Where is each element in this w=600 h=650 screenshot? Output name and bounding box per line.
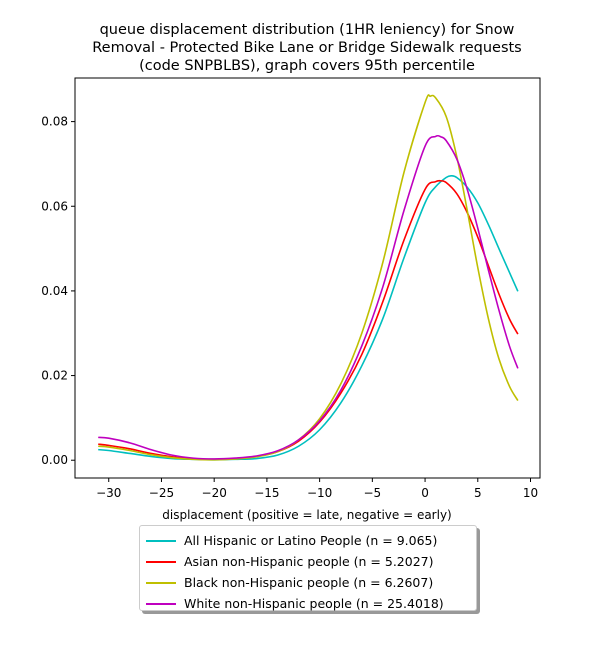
- legend-label: White non-Hispanic people (n = 25.4018): [184, 596, 444, 611]
- series-line-1: [98, 179, 519, 461]
- x-tick-label: 5: [474, 486, 482, 500]
- x-tick-label: −25: [149, 486, 174, 500]
- x-tick-label: −15: [254, 486, 279, 500]
- y-tick-label: 0.06: [41, 199, 68, 213]
- x-tick-label: −30: [96, 486, 121, 500]
- y-tick-label: 0.02: [41, 369, 68, 383]
- y-tick-label: 0.08: [41, 115, 68, 129]
- chart-title: queue displacement distribution (1HR len…: [92, 22, 522, 74]
- series-layer: [98, 94, 519, 461]
- legend-swatch: [146, 602, 176, 605]
- y-tick-label: 0.04: [41, 284, 68, 298]
- x-tick-label: −5: [363, 486, 381, 500]
- x-axis: −30 −25 −20 −15 −10 −5 0 5 10: [96, 478, 538, 500]
- legend-item-white: White non-Hispanic people (n = 25.4018): [146, 593, 476, 614]
- legend: All Hispanic or Latino People (n = 9.065…: [139, 525, 477, 611]
- legend-swatch: [146, 539, 176, 542]
- series-line-2: [98, 94, 519, 461]
- legend-label: Black non-Hispanic people (n = 6.2607): [184, 575, 434, 590]
- legend-item-asian: Asian non-Hispanic people (n = 5.2027): [146, 551, 476, 572]
- series-line-0: [98, 174, 519, 461]
- x-tick-label: −20: [202, 486, 227, 500]
- y-tick-label: 0.00: [41, 453, 68, 467]
- x-tick-label: −10: [307, 486, 332, 500]
- series-line-3: [98, 134, 519, 460]
- title-line-3: (code SNPBLBS), graph covers 95th percen…: [139, 58, 475, 74]
- title-line-2: Removal - Protected Bike Lane or Bridge …: [92, 40, 522, 56]
- legend-swatch: [146, 560, 176, 563]
- legend-label: All Hispanic or Latino People (n = 9.065…: [184, 533, 438, 548]
- title-line-1: queue displacement distribution (1HR len…: [100, 22, 515, 38]
- legend-swatch: [146, 581, 176, 584]
- x-tick-label: 0: [421, 486, 429, 500]
- plot-frame: [74, 77, 541, 479]
- legend-label: Asian non-Hispanic people (n = 5.2027): [184, 554, 434, 569]
- x-axis-label: displacement (positive = late, negative …: [162, 508, 451, 522]
- y-axis: 0.00 0.02 0.04 0.06 0.08: [41, 115, 75, 467]
- x-tick-label: 10: [523, 486, 538, 500]
- legend-item-black: Black non-Hispanic people (n = 6.2607): [146, 572, 476, 593]
- legend-item-hispanic: All Hispanic or Latino People (n = 9.065…: [146, 530, 476, 551]
